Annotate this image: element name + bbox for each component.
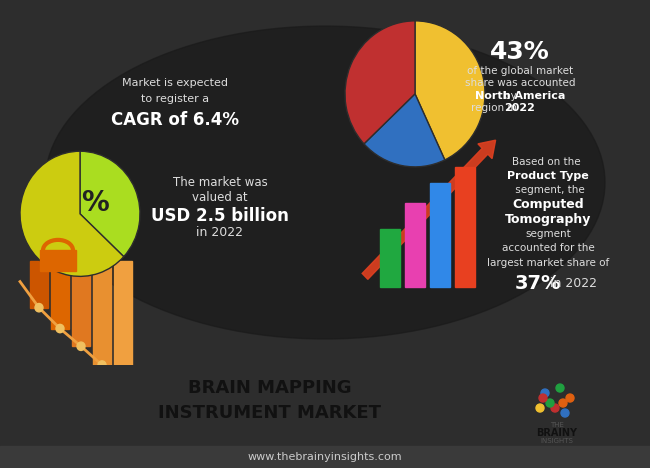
Bar	[40, 250, 76, 271]
Bar	[405, 204, 425, 287]
Text: in 2022: in 2022	[196, 226, 244, 239]
Text: in 2022: in 2022	[549, 277, 597, 290]
Text: THE: THE	[550, 422, 564, 428]
Bar	[455, 167, 475, 287]
Text: CAGR of 6.4%: CAGR of 6.4%	[111, 111, 239, 129]
Wedge shape	[345, 21, 415, 144]
Text: Product Type: Product Type	[507, 171, 589, 181]
Text: www.thebrainyinsights.com: www.thebrainyinsights.com	[248, 452, 402, 462]
Wedge shape	[80, 151, 140, 256]
Wedge shape	[364, 94, 445, 167]
Circle shape	[536, 404, 544, 412]
Text: USD 2.5 billion: USD 2.5 billion	[151, 207, 289, 225]
Bar	[114, 261, 132, 386]
Circle shape	[551, 404, 559, 412]
Circle shape	[119, 382, 127, 390]
Text: Market is expected: Market is expected	[122, 79, 228, 88]
Text: by: by	[504, 91, 520, 101]
Circle shape	[541, 389, 549, 397]
Bar	[0, 446, 650, 468]
Circle shape	[98, 361, 106, 369]
Text: share was accounted: share was accounted	[465, 79, 575, 88]
Circle shape	[77, 342, 85, 351]
Circle shape	[35, 304, 43, 312]
Text: INSIGHTS: INSIGHTS	[541, 438, 573, 444]
Circle shape	[546, 399, 554, 407]
Text: BRAINY: BRAINY	[536, 428, 577, 438]
Ellipse shape	[130, 143, 190, 169]
Ellipse shape	[210, 143, 270, 169]
Text: North America: North America	[474, 91, 566, 101]
Text: 2022: 2022	[504, 103, 536, 113]
Text: of the global market: of the global market	[467, 66, 573, 76]
Text: 43%: 43%	[490, 40, 550, 64]
Ellipse shape	[290, 143, 350, 169]
Circle shape	[556, 384, 564, 392]
Text: region in: region in	[471, 103, 520, 113]
Bar	[30, 261, 48, 307]
Bar	[380, 229, 400, 287]
Text: Based on the: Based on the	[512, 157, 584, 167]
Circle shape	[559, 399, 567, 407]
Bar	[72, 261, 90, 346]
Text: Computed: Computed	[512, 198, 584, 211]
Circle shape	[561, 409, 569, 417]
Circle shape	[56, 324, 64, 333]
Bar	[430, 183, 450, 287]
Text: largest market share of: largest market share of	[487, 258, 609, 268]
Text: 37%: 37%	[515, 274, 561, 293]
Text: valued at: valued at	[192, 190, 248, 204]
Text: Tomography: Tomography	[505, 212, 592, 226]
Ellipse shape	[45, 26, 605, 339]
Circle shape	[566, 394, 574, 402]
Bar	[51, 261, 69, 329]
Text: segment, the: segment, the	[512, 185, 584, 195]
Text: The market was: The market was	[173, 176, 267, 189]
Circle shape	[539, 394, 547, 402]
FancyArrow shape	[362, 140, 495, 279]
Wedge shape	[20, 151, 124, 277]
Bar	[93, 261, 111, 365]
Text: to register a: to register a	[141, 94, 209, 104]
Text: accounted for the: accounted for the	[502, 243, 594, 253]
Text: BRAIN MAPPING
INSTRUMENT MARKET: BRAIN MAPPING INSTRUMENT MARKET	[159, 379, 382, 422]
Text: segment: segment	[525, 229, 571, 239]
Wedge shape	[415, 21, 485, 160]
Text: %: %	[81, 190, 109, 217]
